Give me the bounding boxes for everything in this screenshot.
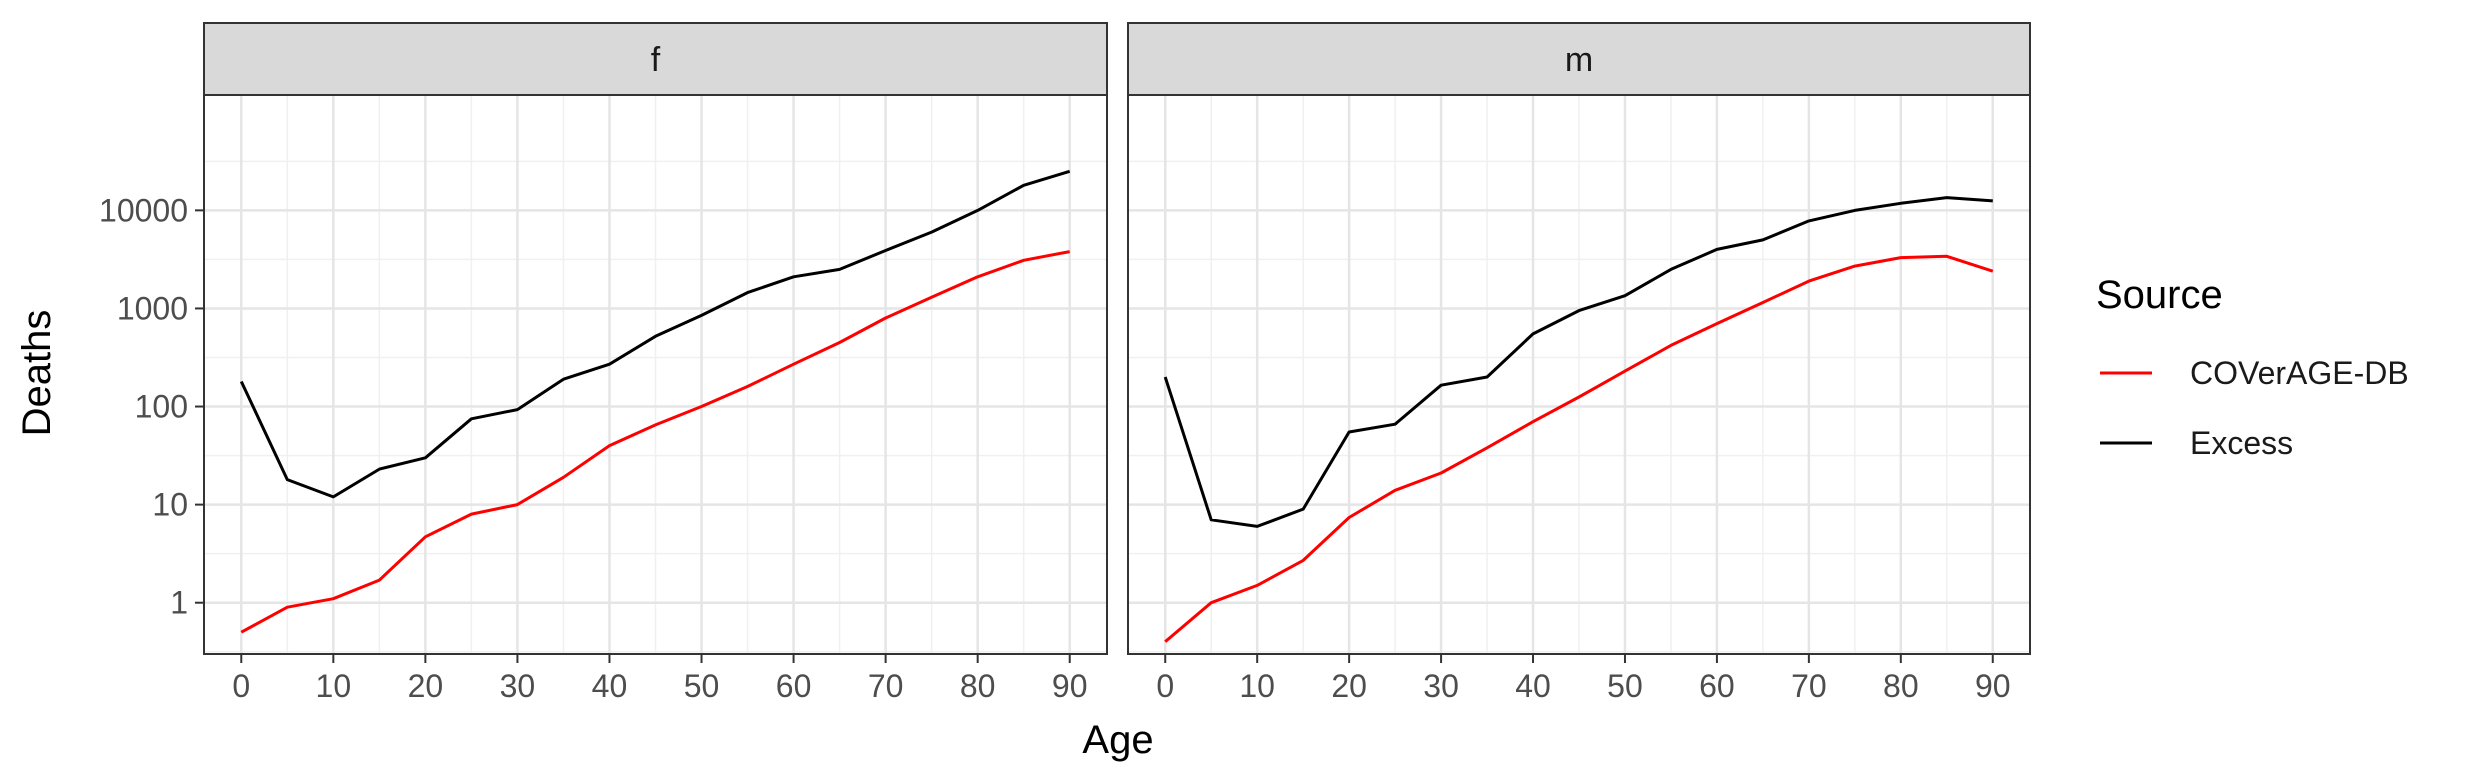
x-tick-label: 40 <box>1515 668 1551 704</box>
series-line-excess-f <box>239 169 1071 499</box>
legend-keys: COVerAGE-DB Excess <box>2100 355 2409 461</box>
x-tick-label: 40 <box>592 668 628 704</box>
x-tick-label: 10 <box>316 668 352 704</box>
series-line-coverage-db-f <box>240 250 1070 634</box>
y-axis-title: Deaths <box>15 310 59 437</box>
facet-strip-label: f <box>651 41 661 79</box>
x-tick-label: 90 <box>1975 668 2011 704</box>
facet-strip <box>203 22 1108 96</box>
facet-strip-label: m <box>1565 41 1593 79</box>
facet-strip <box>1127 22 2031 96</box>
x-tick-label: 30 <box>1423 668 1459 704</box>
legend-label: COVerAGE-DB <box>2190 355 2409 391</box>
facet-panels: f 0 10 20 30 40 50 60 70 80 90 m 0 10 20 30 40 50 60 70 80 90 <box>203 22 2031 704</box>
facet-panel-f: f 0 10 20 30 40 50 60 70 80 90 <box>203 22 1108 704</box>
panel-border <box>203 94 1108 655</box>
x-axis-title: Age <box>1082 718 1153 762</box>
x-tick-label: 80 <box>1883 668 1919 704</box>
x-tick-label: 20 <box>1331 668 1367 704</box>
x-tick-label: 0 <box>232 668 250 704</box>
series-line-coverage-db-m <box>1164 254 1994 643</box>
x-tick-label: 60 <box>1699 668 1735 704</box>
legend-title: Source <box>2096 273 2223 317</box>
y-axis: 1 10 100 1000 10000 <box>99 192 204 621</box>
y-tick-label: 1 <box>170 585 188 621</box>
x-tick-label: 60 <box>776 668 812 704</box>
x-tick-label: 20 <box>408 668 444 704</box>
x-tick-label: 90 <box>1052 668 1088 704</box>
x-tick-label: 70 <box>868 668 904 704</box>
y-tick-label: 10 <box>152 487 188 523</box>
x-tick-label: 50 <box>1607 668 1643 704</box>
x-tick-label: 0 <box>1156 668 1174 704</box>
x-tick-label: 70 <box>1791 668 1827 704</box>
x-tick-label: 80 <box>960 668 996 704</box>
y-tick-label: 100 <box>135 389 188 425</box>
x-tick-label: 30 <box>500 668 536 704</box>
panel-border <box>1127 94 2031 655</box>
y-tick-label: 1000 <box>117 290 188 326</box>
x-tick-label: 50 <box>684 668 720 704</box>
y-tick-label: 10000 <box>99 192 188 228</box>
x-tick-label: 10 <box>1239 668 1275 704</box>
legend: Source COVerAGE-DB Excess <box>2096 273 2409 461</box>
legend-label: Excess <box>2190 425 2293 461</box>
facet-panel-m: m 0 10 20 30 40 50 60 70 80 90 <box>1127 22 2031 704</box>
series-line-excess-m <box>1163 196 1993 528</box>
